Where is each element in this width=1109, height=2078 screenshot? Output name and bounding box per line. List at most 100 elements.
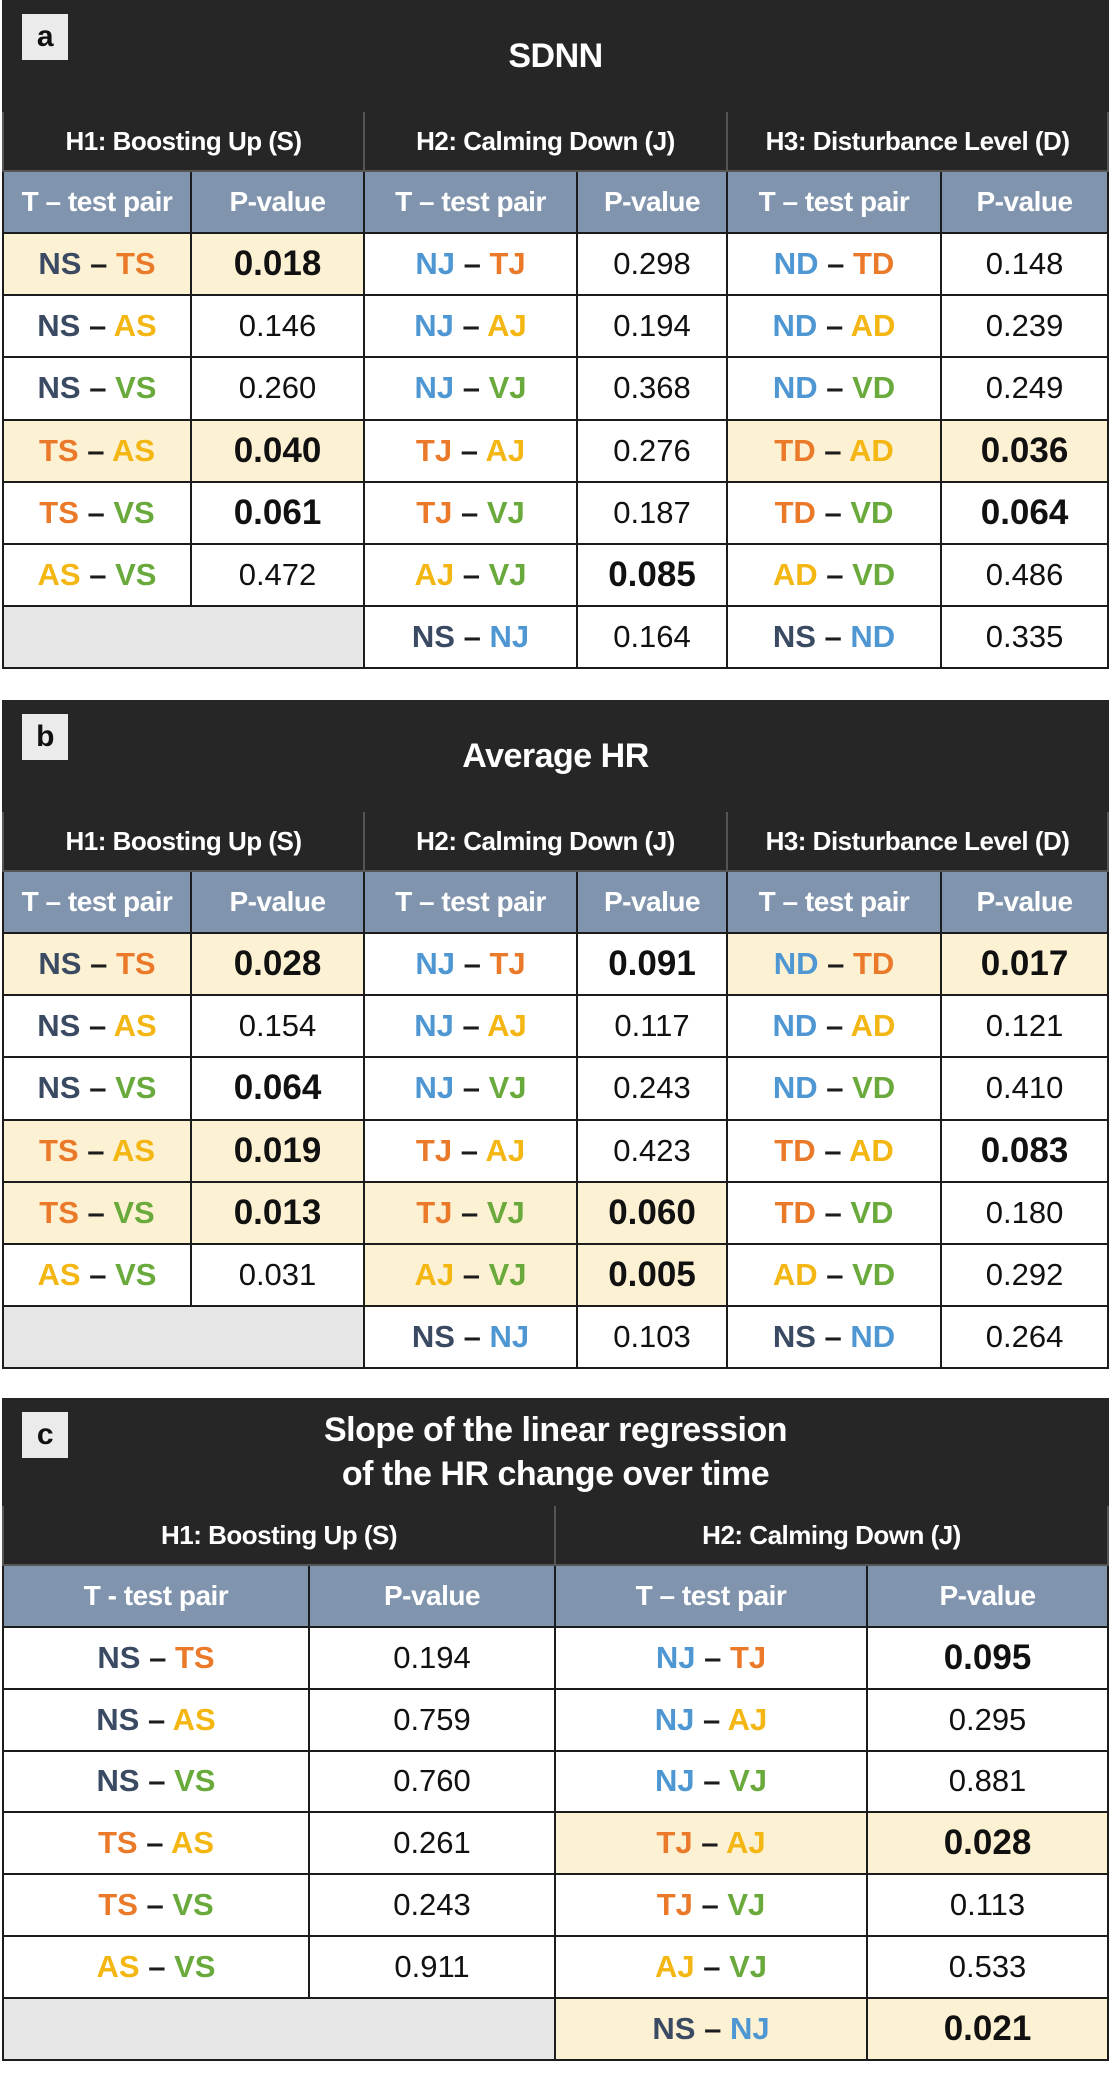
table-row: NS – AS 0.759 NJ – AJ 0.295 (2, 1687, 1109, 1752)
p-value-cell: 0.260 (190, 356, 365, 421)
pair-dash: – (139, 1948, 175, 1984)
pair-second: VD (850, 1194, 894, 1230)
pair-first: ND (772, 308, 818, 344)
pair-first: NJ (414, 370, 455, 406)
test-pair-cell: ND – AD (726, 294, 942, 359)
p-value-cell: 0.292 (939, 1242, 1109, 1308)
test-pair-cell: NJ – AJ (554, 1687, 868, 1752)
pair-second: VD (852, 557, 896, 593)
p-value-cell: 0.031 (190, 1242, 365, 1308)
pair-first: TD (774, 432, 816, 468)
panel-sdnn: a SDNN H1: Boosting Up (S) H2: Calming Down… (1, 0, 1109, 670)
p-value-cell: 0.472 (190, 542, 365, 608)
pair-first: NS (37, 1070, 81, 1106)
pair-second: VJ (488, 1070, 527, 1106)
p-value-cell: 0.021 (865, 1996, 1109, 2061)
pair-dash: – (818, 246, 853, 282)
pair-first: NJ (415, 946, 455, 982)
p-value-cell: 0.410 (939, 1056, 1109, 1121)
table-row: TS – AS 0.040 TJ – AJ 0.276 TD – AD 0.036 (2, 418, 1109, 483)
table-row: NS – NJ 0.164 NS – ND 0.335 (2, 605, 1109, 670)
pair-second: AD (850, 1008, 896, 1044)
pair-first: NJ (414, 308, 454, 344)
pair-dash: – (454, 946, 490, 982)
pair-first: TS (38, 1132, 79, 1168)
test-pair-cell: NJ – AJ (363, 994, 578, 1059)
group-header: H2: Calming Down (J) (363, 110, 728, 172)
pair-dash: – (139, 1701, 173, 1737)
p-value-cell: 0.911 (308, 1934, 556, 1999)
column-header-pair: T - test pair (2, 1564, 310, 1628)
pair-first: ND (773, 246, 819, 282)
pair-second: VJ (488, 1257, 527, 1293)
pair-dash: – (80, 1257, 116, 1293)
panel-letter: b (22, 714, 68, 760)
p-value-cell: 0.261 (308, 1811, 556, 1876)
pair-dash: – (78, 494, 114, 530)
panel-title-line: of the HR change over time (341, 1455, 770, 1493)
pair-second: TJ (729, 1639, 767, 1675)
table-row: TS – AS 0.261 TJ – AJ 0.028 (2, 1811, 1109, 1876)
column-header-pvalue: P-value (576, 170, 728, 234)
p-value-cell: 0.243 (576, 1056, 728, 1121)
test-pair-cell: ND – AD (726, 994, 942, 1059)
pair-first: NJ (414, 1008, 454, 1044)
p-value-cell: 0.091 (576, 931, 728, 997)
test-pair-cell: TS – VS (2, 480, 192, 545)
pair-second: TJ (489, 246, 526, 282)
test-pair-cell: TD – AD (726, 1118, 942, 1183)
group-header: H1: Boosting Up (S) (2, 110, 365, 172)
test-pair-cell: NS – AS (2, 294, 192, 359)
pair-second: VS (115, 370, 157, 406)
table-row: NS – NJ 0.021 (2, 1996, 1109, 2061)
pair-second: VD (852, 1257, 896, 1293)
column-header-pvalue: P-value (190, 870, 365, 934)
table-row: NS – AS 0.154 NJ – AJ 0.117 ND – AD 0.121 (2, 994, 1109, 1059)
test-pair-cell: TD – VD (726, 480, 942, 545)
pair-second: AJ (485, 1132, 526, 1168)
pair-dash: – (694, 1948, 730, 1984)
p-value-cell: 0.028 (190, 931, 365, 997)
p-value-cell: 0.881 (865, 1749, 1109, 1814)
pair-first: TJ (656, 1825, 693, 1861)
test-pair-cell: AJ – VJ (363, 542, 578, 608)
p-value-cell: 0.264 (939, 1305, 1109, 1370)
pair-second: NJ (729, 2010, 770, 2046)
pair-dash: – (81, 246, 116, 282)
pair-dash: – (78, 1194, 114, 1230)
test-pair-cell: NS – ND (726, 1305, 942, 1370)
p-value-cell: 0.017 (939, 931, 1109, 997)
pair-second: TD (852, 946, 895, 982)
test-pair-cell: TD – AD (726, 418, 942, 483)
test-pair-cell: NS – TS (2, 1626, 310, 1690)
group-header: H1: Boosting Up (S) (2, 1504, 556, 1566)
pair-second: VS (113, 1194, 155, 1230)
pair-dash: – (815, 432, 849, 468)
pair-first: TD (774, 1132, 816, 1168)
pair-first: TJ (416, 494, 453, 530)
test-pair-cell: NS – VS (2, 1749, 310, 1814)
pair-second: VS (115, 1070, 157, 1106)
pair-second: TJ (489, 946, 526, 982)
test-pair-cell: TS – AS (2, 1118, 192, 1183)
pair-dash: – (817, 557, 853, 593)
pair-dash: – (694, 1701, 728, 1737)
pair-second: VD (852, 1070, 896, 1106)
pair-dash: – (817, 1257, 853, 1293)
table-row: NS – TS 0.028 NJ – TJ 0.091 ND – TD 0.017 (2, 931, 1109, 997)
pair-dash: – (815, 1319, 851, 1355)
panel-letter: a (22, 14, 68, 60)
pair-first: TJ (415, 1132, 453, 1168)
pair-first: NS (772, 619, 816, 655)
pair-dash: – (78, 1132, 112, 1168)
test-pair-cell: TJ – VJ (554, 1873, 868, 1937)
group-header: H2: Calming Down (J) (363, 810, 728, 872)
pair-dash: – (454, 619, 490, 655)
pair-second: VS (174, 1948, 216, 1984)
p-value-cell: 0.028 (865, 1811, 1109, 1876)
p-value-cell: 0.335 (939, 605, 1109, 670)
panel-title: c Slope of the linear regression of the HR… (1, 1398, 1109, 1506)
test-pair-cell: NS – ND (726, 605, 942, 670)
pair-first: NJ (654, 1763, 695, 1799)
pair-first: TJ (415, 432, 453, 468)
